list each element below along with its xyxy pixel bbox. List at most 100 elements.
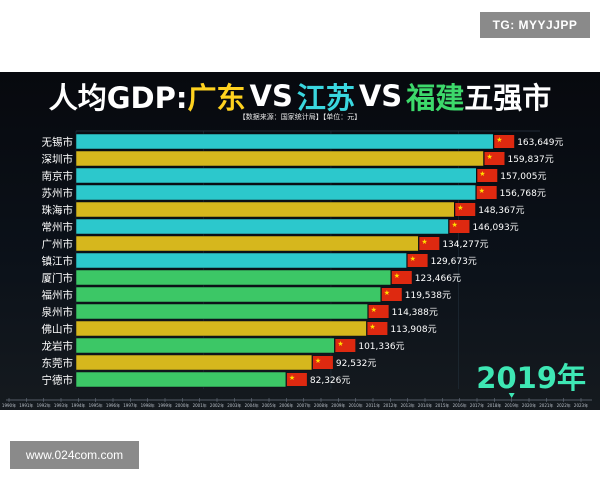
bar bbox=[75, 252, 407, 269]
timeline-label: 1997年 bbox=[123, 402, 137, 408]
flag-star-icon: ★ bbox=[369, 323, 375, 331]
flag-icon bbox=[494, 135, 515, 148]
timeline-label: 2008年 bbox=[314, 402, 328, 408]
title-part: 福建 bbox=[406, 81, 465, 115]
value-label: 156,768元 bbox=[500, 189, 546, 199]
city-label: 常州市 bbox=[42, 221, 74, 234]
city-label: 厦门市 bbox=[42, 272, 74, 285]
city-label: 镇江市 bbox=[42, 255, 74, 268]
value-label: 134,277元 bbox=[442, 240, 488, 250]
flag-star-icon: ★ bbox=[394, 272, 400, 280]
flag-star-icon: ★ bbox=[289, 374, 295, 382]
flag-icon bbox=[477, 169, 498, 182]
timeline-label: 2012年 bbox=[383, 402, 397, 408]
bar bbox=[75, 150, 484, 167]
timeline-label: 2010年 bbox=[349, 402, 363, 408]
city-label: 东莞市 bbox=[42, 357, 74, 370]
bar bbox=[75, 371, 287, 388]
timeline-label: 2006年 bbox=[279, 402, 293, 408]
flag-star-icon: ★ bbox=[384, 289, 390, 297]
timeline-label: 1994年 bbox=[71, 402, 85, 408]
timeline-label: 2017年 bbox=[470, 402, 484, 408]
timeline-label: 2015年 bbox=[435, 402, 449, 408]
watermark-site: www.024com.com bbox=[10, 441, 139, 469]
bar bbox=[75, 201, 455, 218]
flag-star-icon: ★ bbox=[457, 204, 463, 212]
city-label: 珠海市 bbox=[42, 204, 74, 217]
timeline-label: 2021年 bbox=[539, 402, 553, 408]
flag-star-icon: ★ bbox=[496, 136, 502, 144]
value-label: 123,466元 bbox=[415, 274, 461, 284]
city-label: 苏州市 bbox=[42, 187, 74, 200]
chart-subtitle: 【数据来源：国家统计局】【单位：元】 bbox=[238, 113, 362, 121]
city-label: 佛山市 bbox=[42, 323, 74, 336]
flag-icon bbox=[476, 186, 497, 199]
flag-icon bbox=[335, 339, 356, 352]
timeline-label: 2013年 bbox=[401, 402, 415, 408]
flag-icon bbox=[312, 356, 333, 369]
timeline-label: 2019年 bbox=[505, 402, 519, 408]
timeline-marker bbox=[508, 393, 515, 398]
timeline-label: 2022年 bbox=[557, 402, 571, 408]
city-label: 宁德市 bbox=[42, 374, 74, 387]
flag-icon bbox=[391, 271, 412, 284]
flag-icon bbox=[367, 322, 388, 335]
timeline-label: 2014年 bbox=[418, 402, 432, 408]
timeline-label: 2007年 bbox=[297, 402, 311, 408]
timeline-label: 2004年 bbox=[245, 402, 259, 408]
title-part: 广东 bbox=[187, 81, 246, 115]
city-label: 无锡市 bbox=[42, 136, 74, 149]
timeline-label: 2011年 bbox=[366, 402, 380, 408]
timeline-label: 2001年 bbox=[193, 402, 207, 408]
timeline-label: 2009年 bbox=[331, 402, 345, 408]
value-label: 119,538元 bbox=[405, 291, 451, 301]
bar bbox=[75, 337, 335, 354]
timeline-label: 2016年 bbox=[453, 402, 467, 408]
value-label: 114,388元 bbox=[392, 308, 438, 318]
city-label: 泉州市 bbox=[42, 306, 74, 319]
timeline-label: 2005年 bbox=[262, 402, 276, 408]
city-label: 深圳市 bbox=[42, 153, 74, 166]
value-label: 82,326元 bbox=[310, 376, 351, 386]
value-label: 148,367元 bbox=[478, 206, 524, 216]
city-label: 南京市 bbox=[42, 170, 74, 183]
chart-title: 人均GDP: 广东 VS 江苏 VS 福建 五强市 bbox=[0, 72, 600, 120]
flag-star-icon: ★ bbox=[371, 306, 377, 314]
value-label: 129,673元 bbox=[431, 257, 477, 267]
timeline-label: 1999年 bbox=[158, 402, 172, 408]
title-part: 五强市 bbox=[464, 81, 552, 115]
bar bbox=[75, 133, 494, 150]
flag-icon bbox=[286, 373, 307, 386]
value-label: 113,908元 bbox=[390, 325, 436, 335]
watermark-tg: TG: MYYJJPP bbox=[480, 12, 590, 38]
flag-star-icon: ★ bbox=[410, 255, 416, 263]
value-label: 146,093元 bbox=[472, 223, 518, 233]
timeline-label: 2018年 bbox=[487, 402, 501, 408]
bar bbox=[75, 218, 449, 235]
value-label: 92,532元 bbox=[336, 359, 377, 369]
timeline-label: 1998年 bbox=[141, 402, 155, 408]
bar bbox=[75, 303, 368, 320]
timeline-label: 2003年 bbox=[227, 402, 241, 408]
value-label: 157,005元 bbox=[500, 172, 546, 182]
bar bbox=[75, 167, 477, 184]
bar bbox=[75, 235, 419, 252]
timeline-label: 1991年 bbox=[19, 402, 33, 408]
flag-star-icon: ★ bbox=[479, 187, 485, 195]
flag-icon bbox=[455, 203, 476, 216]
value-label: 101,336元 bbox=[358, 342, 404, 352]
title-part: 人均GDP: bbox=[48, 81, 188, 115]
flag-star-icon: ★ bbox=[486, 153, 492, 161]
value-label: 159,837元 bbox=[507, 155, 553, 165]
plot-area: 无锡市 ★ 163,649元 深圳市 ★ 159,837元 南京市 ★ 157,005元 苏州市 ★… bbox=[0, 120, 600, 410]
bar bbox=[75, 320, 367, 337]
flag-star-icon: ★ bbox=[451, 221, 457, 229]
flag-star-icon: ★ bbox=[337, 340, 343, 348]
city-label: 龙岩市 bbox=[42, 340, 74, 353]
bar bbox=[75, 286, 382, 303]
flag-star-icon: ★ bbox=[479, 170, 485, 178]
city-label: 福州市 bbox=[42, 289, 74, 302]
timeline-label: 2000年 bbox=[175, 402, 189, 408]
timeline-label: 1990年 bbox=[2, 402, 16, 408]
flag-icon bbox=[381, 288, 402, 301]
